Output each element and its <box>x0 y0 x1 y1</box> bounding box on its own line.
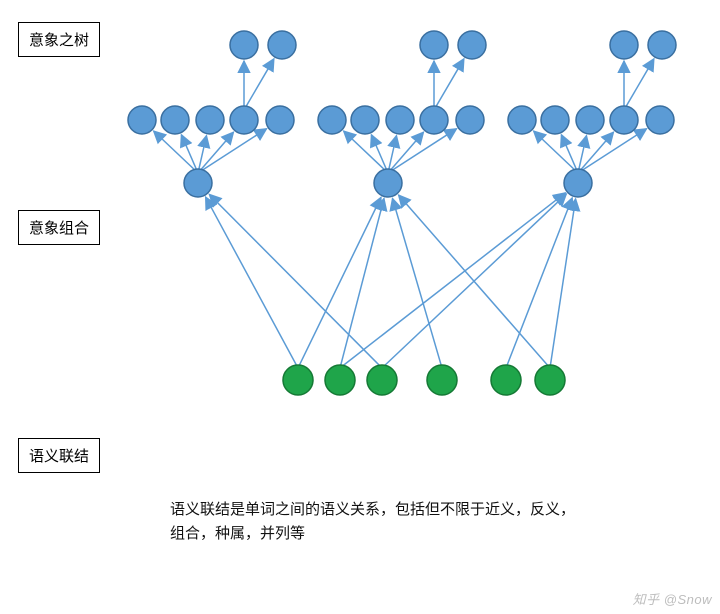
edge <box>206 197 297 366</box>
label-combine-text: 意象组合 <box>29 220 89 237</box>
mid-node <box>351 106 379 134</box>
top-node <box>610 31 638 59</box>
edge <box>341 198 384 366</box>
mid-node <box>386 106 414 134</box>
label-link-text: 语义联结 <box>29 448 89 465</box>
edge <box>154 131 197 172</box>
edge <box>534 131 577 172</box>
edge <box>579 132 613 171</box>
label-combine: 意象组合 <box>18 210 100 245</box>
edge <box>625 59 654 108</box>
edge <box>399 195 549 366</box>
top-node <box>268 31 296 59</box>
green-node <box>535 365 565 395</box>
mid-node <box>576 106 604 134</box>
mid-node <box>610 106 638 134</box>
edge <box>342 193 566 367</box>
edge <box>580 129 647 172</box>
top-node <box>230 31 258 59</box>
mid-node <box>508 106 536 134</box>
edge <box>550 199 575 366</box>
edge <box>392 198 441 366</box>
edge <box>389 132 423 171</box>
caption-line2: 组合，种属，并列等 <box>170 525 305 542</box>
edge <box>245 59 274 108</box>
green-node <box>427 365 457 395</box>
mid-node <box>646 106 674 134</box>
top-node <box>458 31 486 59</box>
mid-node <box>420 106 448 134</box>
edge <box>299 197 381 366</box>
top-node <box>648 31 676 59</box>
green-node <box>325 365 355 395</box>
mid-node <box>230 106 258 134</box>
hub-node <box>184 169 212 197</box>
hub-node <box>564 169 592 197</box>
edge <box>390 129 457 172</box>
mid-node <box>456 106 484 134</box>
mid-node <box>541 106 569 134</box>
mid-node <box>318 106 346 134</box>
top-node <box>420 31 448 59</box>
green-node <box>283 365 313 395</box>
mid-node <box>128 106 156 134</box>
edge <box>200 129 267 172</box>
mid-node <box>266 106 294 134</box>
edge <box>209 194 380 366</box>
label-tree: 意象之树 <box>18 22 100 57</box>
label-tree-text: 意象之树 <box>29 32 89 49</box>
mid-node <box>196 106 224 134</box>
caption: 语义联结是单词之间的语义关系，包括但不限于近义，反义， 组合，种属，并列等 <box>170 498 650 546</box>
green-node <box>367 365 397 395</box>
green-node <box>491 365 521 395</box>
caption-line1: 语义联结是单词之间的语义关系，包括但不限于近义，反义， <box>170 501 575 518</box>
label-link: 语义联结 <box>18 438 100 473</box>
edge <box>199 132 233 171</box>
edge <box>435 59 464 108</box>
mid-node <box>161 106 189 134</box>
edge <box>383 194 566 367</box>
edge <box>344 131 387 172</box>
watermark: 知乎 @Snow <box>633 589 712 608</box>
hub-node <box>374 169 402 197</box>
